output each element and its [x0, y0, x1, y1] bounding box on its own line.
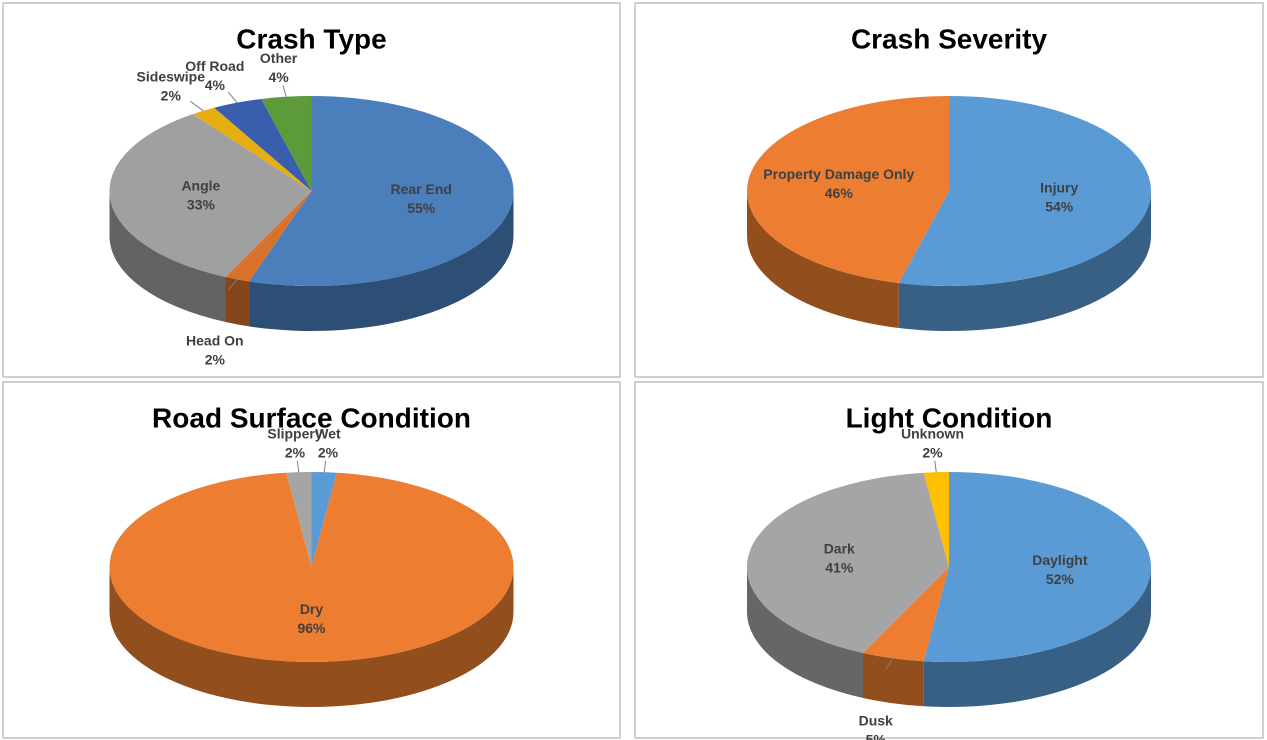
chart-panel: Light Condition Daylight 52% Dusk 5% Dark 41% U… — [634, 381, 1264, 740]
chart-panel: Crash Severity Injury 54% Property Damage O… — [634, 2, 1264, 378]
slice-side — [109, 567, 514, 707]
data-label-name: Other — [260, 50, 298, 66]
slice-side — [862, 652, 924, 707]
data-label-name: Daylight — [1032, 552, 1088, 568]
data-label-value: 2% — [285, 444, 306, 460]
data-label-name: Slippery — [267, 425, 322, 441]
data-label-value: 52% — [1046, 571, 1075, 587]
leader-line — [282, 85, 287, 97]
slice — [746, 96, 949, 284]
data-label-value: 5% — [866, 731, 887, 740]
data-label-value: 96% — [297, 620, 326, 636]
slice — [862, 567, 949, 662]
leader-line — [934, 460, 937, 473]
chart-panel: Crash Type Rear End 55% Head On 2% Angle 33% Si… — [2, 2, 621, 378]
slice-side — [747, 567, 863, 698]
data-label-name: Rear End — [390, 181, 451, 197]
data-label-value: 4% — [268, 69, 289, 85]
data-label-value: 2% — [161, 87, 182, 103]
data-label-value: 33% — [187, 197, 216, 213]
data-label-value: 4% — [205, 77, 226, 93]
data-label-name: Dry — [300, 601, 324, 617]
slice — [214, 98, 312, 191]
slice — [192, 107, 312, 191]
slice — [747, 472, 949, 653]
slice-side — [249, 191, 514, 331]
panel-border — [634, 381, 1264, 739]
leader-line — [885, 657, 894, 670]
slice — [249, 96, 514, 286]
data-label-name: Property Damage Only — [763, 166, 914, 182]
data-label-name: Angle — [181, 178, 220, 194]
leader-line — [227, 91, 238, 103]
slice — [109, 114, 312, 277]
data-label-name: Off Road — [185, 58, 244, 74]
panel-border — [634, 2, 1264, 378]
data-label-name: Dusk — [859, 712, 893, 728]
chart-title: Crash Type — [236, 23, 386, 54]
data-label-value: 55% — [407, 200, 436, 216]
slice-side — [898, 191, 1151, 331]
slice-side — [109, 191, 226, 322]
data-label-value: 54% — [1045, 198, 1074, 214]
data-label-value: 2% — [205, 352, 226, 368]
data-label-value: 2% — [318, 444, 339, 460]
leader-line — [189, 100, 204, 112]
leader-line — [323, 460, 327, 473]
data-label-name: Dark — [824, 541, 855, 557]
slice — [225, 191, 312, 282]
slice — [261, 96, 312, 191]
leader-line — [227, 279, 238, 291]
data-label-value: 46% — [825, 185, 854, 201]
slice — [286, 472, 312, 567]
data-label-name: Sideswipe — [137, 68, 206, 84]
slice — [898, 96, 1151, 286]
data-label-name: Wet — [315, 425, 341, 441]
slice-side — [923, 567, 1151, 707]
leader-line — [296, 460, 300, 473]
slice — [311, 472, 337, 567]
data-label-name: Unknown — [901, 425, 964, 441]
data-label-name: Injury — [1040, 179, 1078, 195]
panel-border — [2, 381, 621, 739]
chart-title: Crash Severity — [851, 23, 1048, 54]
panel-border — [2, 2, 621, 378]
slice — [109, 472, 514, 662]
slice — [923, 472, 1151, 662]
data-label-value: 2% — [922, 444, 943, 460]
chart-title: Light Condition — [846, 402, 1053, 433]
chart-title: Road Surface Condition — [152, 402, 471, 433]
data-label-name: Head On — [186, 333, 244, 349]
slice — [923, 472, 949, 567]
slice-side — [747, 191, 899, 329]
slice-side — [225, 276, 250, 327]
data-label-value: 41% — [825, 560, 854, 576]
